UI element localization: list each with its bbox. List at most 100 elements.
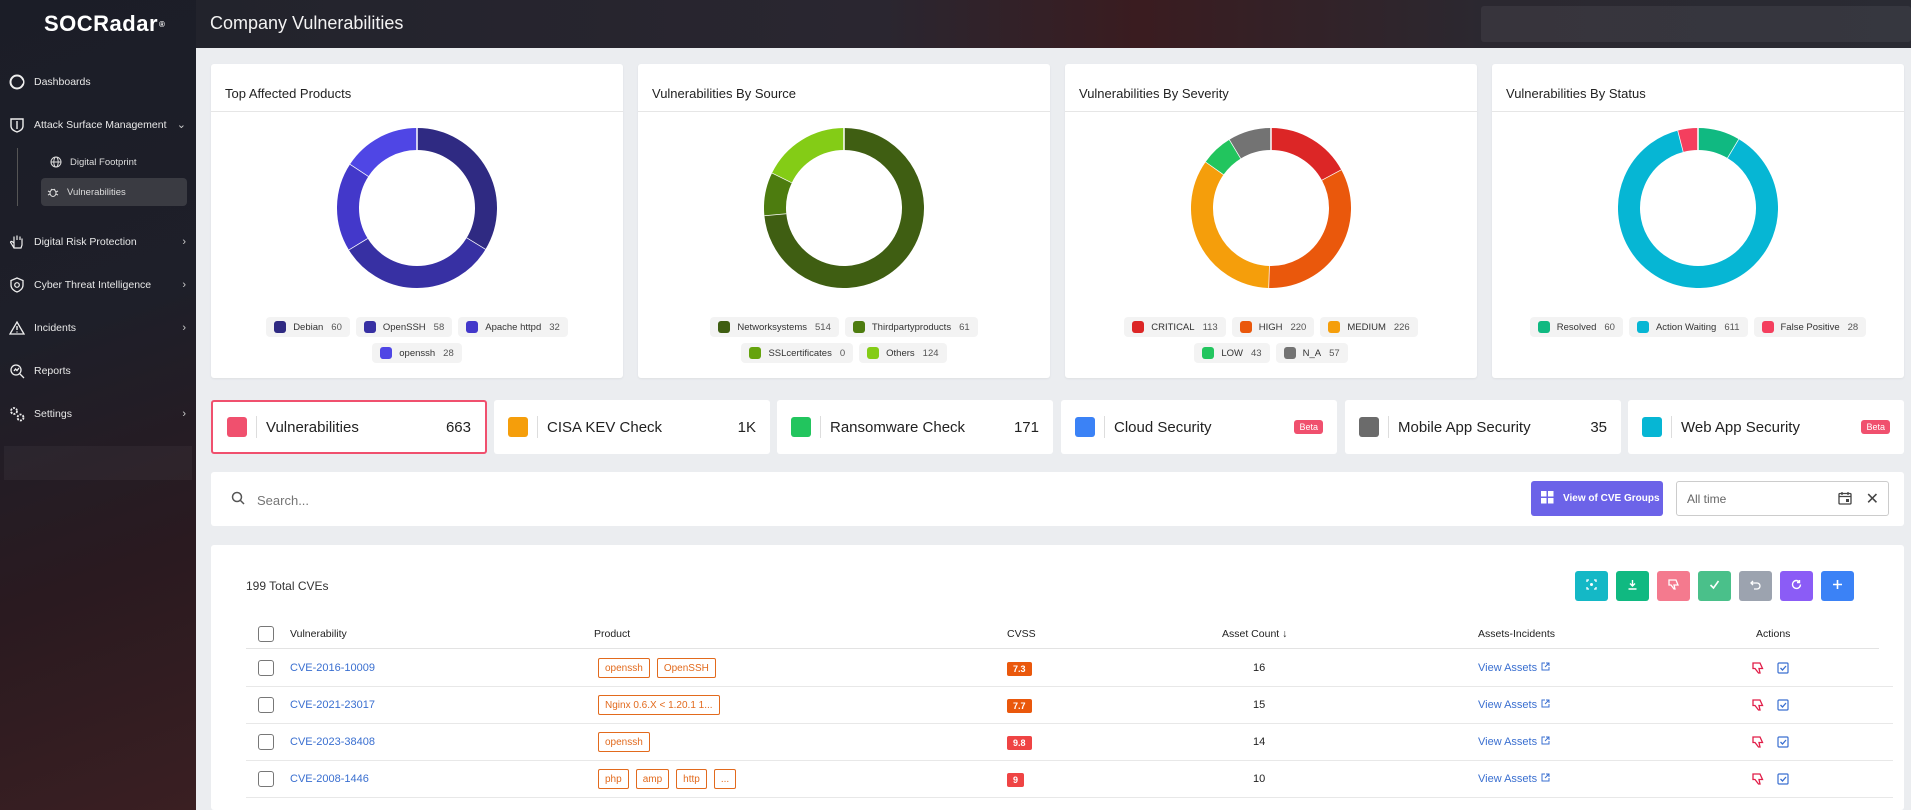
view-assets-link[interactable]: View Assets (1478, 736, 1550, 748)
cve-link[interactable]: CVE-2023-38408 (290, 736, 376, 748)
false-positive-icon[interactable] (1752, 773, 1765, 788)
legend-item[interactable]: MEDIUM 226 (1320, 317, 1418, 337)
resolve-icon[interactable] (1777, 699, 1789, 714)
legend-item[interactable]: SSLcertificates 0 (741, 343, 854, 363)
donut-slice-resolved[interactable] (1697, 128, 1740, 159)
legend-item[interactable]: Others 124 (859, 343, 947, 363)
select-all-checkbox[interactable] (258, 626, 274, 642)
tab-web-app-security[interactable]: Web App Security Beta (1628, 400, 1904, 454)
clear-icon[interactable]: ✕ (1865, 491, 1879, 508)
tab-ransomware-check[interactable]: Ransomware Check 171 (777, 400, 1053, 454)
sidebar-item-settings[interactable]: Settings › (0, 392, 196, 435)
tab-mobile-app-security[interactable]: Mobile App Security 35 (1345, 400, 1621, 454)
product-tag[interactable]: openssh (598, 658, 650, 678)
view-assets-link[interactable]: View Assets (1478, 699, 1550, 711)
tab-color-square (1075, 417, 1095, 437)
sidebar-item-incidents[interactable]: Incidents › (0, 306, 196, 349)
donut-slice-action-waiting[interactable] (1618, 130, 1778, 288)
row-checkbox[interactable] (258, 660, 274, 676)
sidebar-item-vulnerabilities[interactable]: Vulnerabilities (41, 178, 187, 206)
col-asset-count[interactable]: Asset Count ↓ (1222, 628, 1287, 640)
false-positive-icon[interactable] (1752, 699, 1765, 714)
undo-button[interactable] (1739, 571, 1772, 601)
legend-item[interactable]: HIGH 220 (1231, 317, 1315, 337)
sidebar-item-asm[interactable]: Attack Surface Management ⌄ (0, 103, 196, 146)
view-assets-link[interactable]: View Assets (1478, 662, 1550, 674)
scan-button[interactable] (1575, 571, 1608, 601)
row-checkbox[interactable] (258, 771, 274, 787)
legend-item[interactable]: openssh 28 (372, 343, 462, 363)
check-button[interactable] (1698, 571, 1731, 601)
product-tag[interactable]: php (598, 769, 629, 789)
legend-item[interactable]: Networksystems 514 (710, 317, 839, 337)
sidebar-item-reports[interactable]: Reports (0, 349, 196, 392)
cve-link[interactable]: CVE-2016-10009 (290, 662, 376, 674)
view-assets-link[interactable]: View Assets (1478, 773, 1550, 785)
donut-slice-debian[interactable] (416, 128, 497, 250)
donut-slice-false-positive[interactable] (1678, 128, 1699, 152)
row-checkbox[interactable] (258, 734, 274, 750)
sidebar-item-digital-footprint[interactable]: Digital Footprint (44, 148, 196, 176)
legend-item[interactable]: Resolved 60 (1529, 317, 1623, 337)
product-tag[interactable]: openssh (598, 732, 650, 752)
product-tag[interactable]: ... (713, 769, 737, 789)
view-cve-groups-button[interactable]: View of CVE Groups (1531, 481, 1663, 516)
false-positive-icon[interactable] (1752, 662, 1765, 677)
legend-item[interactable]: Debian 60 (266, 317, 350, 337)
legend-item[interactable]: CRITICAL 113 (1124, 317, 1226, 337)
legend-item[interactable]: LOW 43 (1194, 343, 1270, 363)
legend-item[interactable]: OpenSSH 58 (355, 317, 453, 337)
donut-slice-critical[interactable] (1270, 128, 1342, 181)
product-tag[interactable]: OpenSSH (656, 658, 716, 678)
calendar-icon[interactable] (1838, 491, 1852, 508)
sidebar-item-dashboards[interactable]: Dashboards (0, 60, 196, 103)
product-tag[interactable]: http (676, 769, 707, 789)
col-assets-incidents[interactable]: Assets-Incidents (1478, 628, 1556, 640)
false-positive-icon[interactable] (1752, 736, 1765, 751)
legend-label: Networksystems (737, 321, 808, 333)
donut-slice-thirdpartyproducts[interactable] (764, 172, 793, 216)
legend-item[interactable]: Action Waiting 611 (1628, 317, 1748, 337)
col-vulnerability[interactable]: Vulnerability (290, 628, 347, 640)
cve-link[interactable]: CVE-2008-1446 (290, 773, 369, 785)
donut-slice-n-a[interactable] (1229, 128, 1272, 159)
donut-slice-high[interactable] (1268, 170, 1351, 288)
resolve-icon[interactable] (1777, 736, 1789, 751)
resolve-icon[interactable] (1777, 773, 1789, 788)
search-input[interactable] (257, 486, 1057, 514)
legend-item[interactable]: False Positive 28 (1753, 317, 1867, 337)
tab-cloud-security[interactable]: Cloud Security Beta (1061, 400, 1337, 454)
row-checkbox[interactable] (258, 697, 274, 713)
user-area[interactable] (1481, 6, 1911, 42)
legend-item[interactable]: N_A 57 (1275, 343, 1348, 363)
thumbs-down-button[interactable] (1657, 571, 1690, 601)
tab-vulnerabilities[interactable]: Vulnerabilities 663 (211, 400, 487, 454)
tab-count: 663 (445, 418, 471, 436)
col-product[interactable]: Product (594, 628, 631, 640)
legend-count: 61 (959, 321, 970, 333)
donut-slice-openssh[interactable] (348, 237, 486, 288)
date-range-field[interactable]: All time ✕ (1676, 481, 1889, 516)
donut-slice-openssh[interactable] (350, 128, 418, 177)
cve-link[interactable]: CVE-2021-23017 (290, 699, 376, 711)
donut-slice-medium[interactable] (1191, 161, 1270, 288)
col-cvss[interactable]: CVSS (1007, 628, 1036, 640)
refresh-button[interactable] (1780, 571, 1813, 601)
product-tag[interactable]: Nginx 0.6.X < 1.20.1 1... (598, 695, 720, 715)
product-tag[interactable]: amp (635, 769, 670, 789)
donut-slice-others[interactable] (772, 128, 845, 183)
legend-item[interactable]: Apache httpd 32 (458, 317, 568, 337)
legend-item[interactable]: Thirdpartyproducts 61 (844, 317, 978, 337)
donut-slice-apache-httpd[interactable] (337, 164, 369, 250)
tab-label: Vulnerabilities (266, 418, 359, 436)
donut-slice-networksystems[interactable] (764, 128, 924, 288)
sidebar-item-cti[interactable]: Cyber Threat Intelligence › (0, 263, 196, 306)
tab-cisa-kev-check[interactable]: CISA KEV Check 1K (494, 400, 770, 454)
donut-slice-low[interactable] (1205, 139, 1242, 175)
sidebar-item-drp[interactable]: Digital Risk Protection › (0, 220, 196, 263)
resolve-icon[interactable] (1777, 662, 1789, 677)
download-button[interactable] (1616, 571, 1649, 601)
socradar-logo[interactable]: SOCRadar ® (0, 0, 196, 48)
plus-button[interactable] (1821, 571, 1854, 601)
refresh-icon (1791, 579, 1802, 593)
